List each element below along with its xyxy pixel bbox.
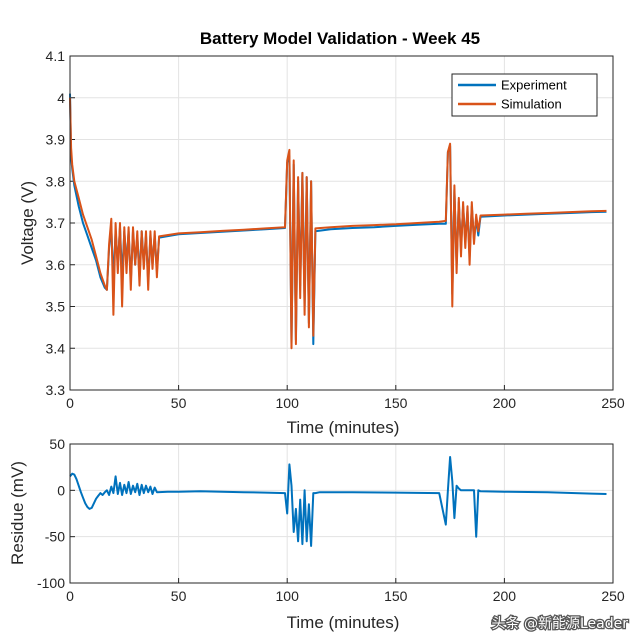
watermark-text: 头条 @新能源Leader (492, 615, 629, 632)
residue-y-tick-label: -100 (37, 575, 65, 591)
residue-y-tick-label: 0 (57, 482, 65, 498)
voltage-x-tick-label: 250 (601, 395, 625, 411)
residue-x-tick-label: 0 (66, 588, 74, 604)
voltage-y-tick-label: 4.1 (46, 48, 66, 64)
voltage-x-tick-label: 150 (384, 395, 408, 411)
residue-tick-labels: 0 50 100 150 200 250 -100 -50 0 50 (37, 436, 625, 604)
voltage-y-tick-label: 3.4 (46, 340, 66, 356)
voltage-y-tick-label: 3.6 (46, 257, 66, 273)
residue-axes-box (69, 443, 614, 584)
voltage-x-tick-label: 200 (493, 395, 517, 411)
voltage-y-tick-label: 3.8 (46, 173, 66, 189)
voltage-y-axis-label: Voltage (V) (18, 181, 37, 265)
voltage-y-tick-label: 3.7 (46, 215, 66, 231)
residue-x-axis-label: Time (minutes) (287, 613, 400, 632)
residue-plot-area (70, 444, 613, 583)
voltage-plot: Battery Model Validation - Week 45 0 50 10… (18, 29, 625, 437)
legend: Experiment Simulation (451, 73, 598, 117)
chart-title: Battery Model Validation - Week 45 (200, 29, 480, 48)
residue-x-tick-label: 200 (493, 588, 517, 604)
voltage-y-tick-label: 3.5 (46, 299, 66, 315)
residue-x-tick-label: 100 (276, 588, 300, 604)
voltage-x-tick-label: 0 (66, 395, 74, 411)
voltage-y-tick-label: 3.9 (46, 132, 66, 148)
voltage-x-tick-label: 50 (171, 395, 187, 411)
voltage-y-tick-label: 4 (57, 90, 65, 106)
residue-plot: 0 50 100 150 200 250 -100 -50 0 50 Time (minutes)… (8, 436, 625, 632)
legend-label-simulation: Simulation (501, 97, 562, 112)
residue-x-tick-label: 250 (601, 588, 625, 604)
residue-series (69, 456, 607, 547)
residue-x-tick-label: 50 (171, 588, 187, 604)
residue-series-residue (69, 456, 607, 547)
legend-box (451, 73, 598, 117)
voltage-tick-labels: 0 50 100 150 200 250 3.3 3.4 3.5 3.6 3.7 3.8 3.9 4 4.1 (46, 48, 625, 411)
voltage-y-tick-label: 3.3 (46, 382, 66, 398)
residue-y-axis-label: Residue (mV) (8, 461, 27, 565)
watermark: 头条 @新能源Leader (490, 614, 629, 634)
residue-y-tick-label: 50 (49, 436, 65, 452)
residue-y-tick-label: -50 (45, 529, 65, 545)
residue-x-tick-label: 150 (384, 588, 408, 604)
voltage-x-axis-label: Time (minutes) (287, 418, 400, 437)
voltage-series (69, 93, 607, 350)
voltage-axes-box (69, 55, 614, 391)
voltage-x-tick-label: 100 (276, 395, 300, 411)
voltage-series-simulation (69, 97, 607, 350)
legend-label-experiment: Experiment (501, 78, 567, 93)
